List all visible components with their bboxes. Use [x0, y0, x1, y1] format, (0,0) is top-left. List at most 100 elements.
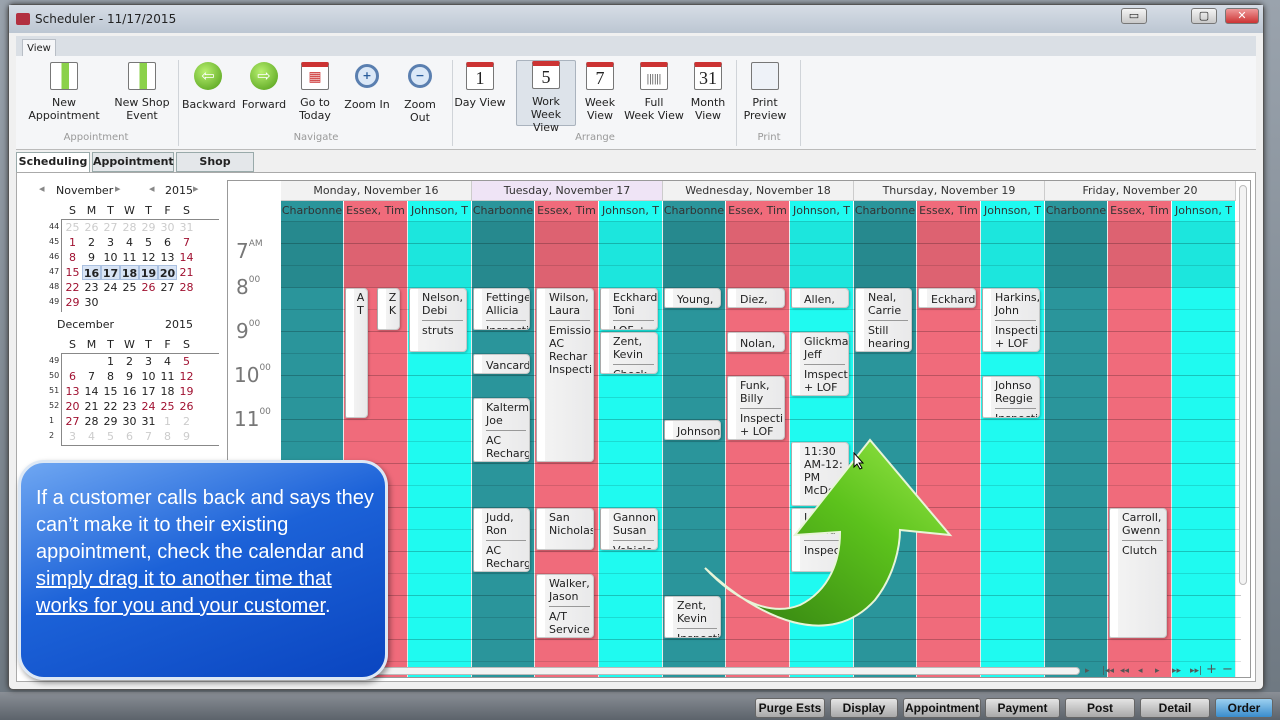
- calendar-day[interactable]: 26: [179, 400, 194, 413]
- appointment[interactable]: A T: [345, 288, 368, 418]
- calendar-7-button[interactable]: 7 Week View: [582, 62, 618, 122]
- calendar-day[interactable]: 28: [84, 415, 99, 428]
- arrow-left-button[interactable]: ⇦ Backward: [182, 62, 236, 111]
- calendar-day[interactable]: 9: [183, 430, 190, 443]
- restore-button[interactable]: ▢: [1191, 8, 1217, 24]
- calendar-day[interactable]: 2: [88, 236, 95, 249]
- calendar-day[interactable]: 30: [84, 296, 99, 309]
- calendar-day[interactable]: 24: [103, 281, 118, 294]
- tab-scheduling[interactable]: Scheduling: [16, 152, 90, 172]
- next-year-button[interactable]: ▸: [193, 182, 199, 195]
- calendar-day[interactable]: 19: [179, 385, 194, 398]
- calendar-day[interactable]: 8: [107, 370, 114, 383]
- taskbar-button-payment[interactable]: Payment: [985, 698, 1060, 718]
- calendar-day[interactable]: 30: [160, 221, 175, 234]
- appointment[interactable]: Wilson, Laura Emissio AC Rechar Inspecti: [536, 288, 594, 462]
- appointment[interactable]: San Nicholas: [536, 508, 594, 550]
- calendar-day[interactable]: 7: [183, 236, 190, 249]
- prev-month-button[interactable]: ◂: [39, 182, 45, 195]
- calendar-day[interactable]: 1: [107, 355, 114, 368]
- appointment[interactable]: Nolan,: [727, 332, 785, 352]
- print-preview-button[interactable]: Print Preview: [740, 62, 790, 122]
- calendar-day[interactable]: 2: [183, 415, 190, 428]
- calendar-day[interactable]: 18: [160, 385, 175, 398]
- nav-button[interactable]: ▸: [1155, 666, 1160, 676]
- next-month-button[interactable]: ▸: [115, 182, 121, 195]
- nav-button[interactable]: +: [1206, 662, 1217, 677]
- calendar-day[interactable]: 23: [122, 400, 137, 413]
- calendar-day[interactable]: 3: [145, 355, 152, 368]
- nav-button[interactable]: ▸: [1085, 666, 1090, 676]
- calendar-day[interactable]: 13: [160, 251, 175, 264]
- calendar-day[interactable]: 22: [65, 281, 80, 294]
- calendar-day[interactable]: 11: [160, 370, 175, 383]
- calendar-day[interactable]: 17: [141, 385, 156, 398]
- taskbar-button-detail[interactable]: Detail: [1140, 698, 1210, 718]
- calendar-day[interactable]: 16: [82, 265, 101, 280]
- calendar-day[interactable]: 7: [145, 430, 152, 443]
- appointment[interactable]: Glickma Jeff Imspect + LOF: [791, 332, 849, 396]
- day-header[interactable]: Tuesday, November 17: [472, 181, 663, 201]
- zoom-in-button[interactable]: + Zoom In: [344, 62, 390, 111]
- appointment[interactable]: Zent, Kevin Check: [600, 332, 658, 374]
- appointment[interactable]: Vancard: [473, 354, 530, 374]
- appointment[interactable]: Kalterm Joe AC Recharg: [473, 398, 530, 462]
- calendar-day[interactable]: 5: [107, 430, 114, 443]
- calendar-day[interactable]: 13: [65, 385, 80, 398]
- nav-button[interactable]: ▸▸|: [1190, 666, 1203, 676]
- calendar-day[interactable]: 31: [179, 221, 194, 234]
- calendar-day[interactable]: 3: [107, 236, 114, 249]
- day-header[interactable]: Thursday, November 19: [854, 181, 1045, 201]
- appointment[interactable]: Judd, Ron AC Recharg: [473, 508, 530, 572]
- calendar-day[interactable]: 12: [141, 251, 156, 264]
- appointment[interactable]: Walker, Jason A/T Service: [536, 574, 594, 638]
- nav-button[interactable]: −: [1222, 662, 1233, 677]
- calendar-day[interactable]: 26: [141, 281, 156, 294]
- calendar-day[interactable]: 23: [84, 281, 99, 294]
- calendar-day[interactable]: 6: [164, 236, 171, 249]
- appointment[interactable]: Z K: [377, 288, 400, 330]
- tab-shop-events[interactable]: Shop Events: [176, 152, 254, 186]
- zoom-out-button[interactable]: − Zoom Out: [394, 62, 446, 124]
- minimize-button[interactable]: ▭: [1121, 8, 1147, 24]
- new-shop-event-button[interactable]: New Shop Event: [114, 62, 170, 122]
- calendar-day[interactable]: 17: [101, 265, 120, 280]
- appointment[interactable]: Eckhard Toni LOF +: [600, 288, 658, 330]
- appointment[interactable]: Allen,: [791, 288, 849, 308]
- calendar-day[interactable]: 27: [160, 281, 175, 294]
- calendar-day[interactable]: 1: [69, 236, 76, 249]
- taskbar-button-appointment[interactable]: Appointment: [903, 698, 981, 718]
- calendar-day[interactable]: 7: [88, 370, 95, 383]
- calendar-full-week-button[interactable]: |||||| Full Week View: [622, 62, 686, 122]
- prev-year-button[interactable]: ◂: [149, 182, 155, 195]
- appointment[interactable]: Diez,: [727, 288, 785, 308]
- calendar-day[interactable]: 5: [183, 355, 190, 368]
- day-header[interactable]: Friday, November 20: [1045, 181, 1236, 201]
- taskbar-button-order[interactable]: Order: [1215, 698, 1273, 718]
- calendar-31-button[interactable]: 31 Month View: [686, 62, 730, 122]
- calendar-5-button[interactable]: 5 Work Week View: [516, 60, 576, 134]
- calendar-day[interactable]: 28: [122, 221, 137, 234]
- calendar-day[interactable]: 24: [141, 400, 156, 413]
- taskbar-button-post[interactable]: Post: [1065, 698, 1135, 718]
- calendar-day[interactable]: 21: [84, 400, 99, 413]
- appointment[interactable]: Nelson, Debi struts: [409, 288, 467, 352]
- appointment[interactable]: Gannon Susan Vehicle: [600, 508, 658, 550]
- calendar-day[interactable]: 15: [65, 266, 80, 279]
- calendar-day[interactable]: 10: [103, 251, 118, 264]
- new-appointment-button[interactable]: New Appointment: [18, 62, 110, 122]
- day-header[interactable]: Monday, November 16: [281, 181, 472, 201]
- calendar-day[interactable]: 11: [122, 251, 137, 264]
- calendar-day[interactable]: 14: [179, 251, 194, 264]
- calendar-day[interactable]: 2: [126, 355, 133, 368]
- calendar-day[interactable]: 20: [158, 265, 177, 280]
- arrow-right-button[interactable]: ⇨ Forward: [238, 62, 290, 111]
- calendar-day[interactable]: 4: [164, 355, 171, 368]
- appointment[interactable]: Fettinge Allicia Inspecti: [473, 288, 530, 330]
- tab-appointment[interactable]: Appointment: [92, 152, 174, 172]
- calendar-day[interactable]: 4: [126, 236, 133, 249]
- calendar-day[interactable]: 16: [122, 385, 137, 398]
- appointment[interactable]: Zent, Kevin Inspecti: [664, 596, 721, 638]
- calendar-day[interactable]: 4: [88, 430, 95, 443]
- day-header[interactable]: Wednesday, November 18: [663, 181, 854, 201]
